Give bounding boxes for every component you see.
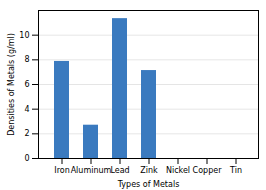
- svg-text:Zink: Zink: [140, 166, 158, 175]
- svg-text:Types of Metals: Types of Metals: [117, 180, 180, 189]
- svg-text:10: 10: [19, 31, 29, 40]
- svg-text:Densities of Metals (g/ml): Densities of Metals (g/ml): [7, 33, 16, 136]
- svg-text:2: 2: [24, 129, 29, 138]
- svg-text:Lead: Lead: [110, 166, 129, 175]
- svg-text:8: 8: [24, 55, 29, 64]
- svg-text:6: 6: [24, 80, 29, 89]
- svg-text:Tin: Tin: [229, 166, 242, 175]
- svg-text:Nickel: Nickel: [166, 166, 190, 175]
- svg-text:Iron: Iron: [54, 166, 69, 175]
- svg-text:4: 4: [24, 105, 29, 114]
- svg-text:0: 0: [24, 154, 29, 163]
- svg-text:Copper: Copper: [193, 166, 223, 175]
- svg-text:Aluminum: Aluminum: [71, 166, 112, 175]
